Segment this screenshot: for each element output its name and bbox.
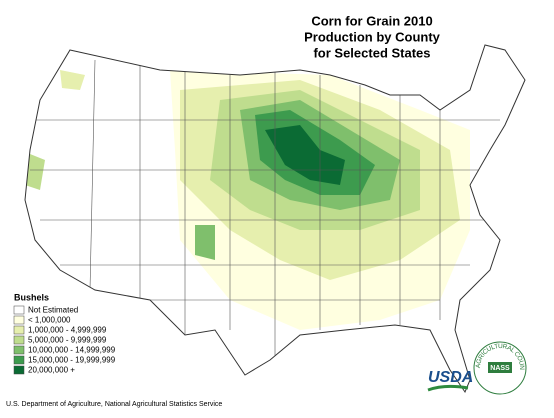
nass-badge — [488, 362, 512, 373]
usda-swoosh — [427, 384, 469, 392]
legend-swatch — [13, 325, 25, 335]
legend-label: 15,000,000 - 19,999,999 — [28, 356, 116, 365]
legend-label: Not Estimated — [28, 306, 78, 315]
border-lines — [30, 119, 500, 301]
legend-swatch — [13, 315, 25, 325]
legend-swatch — [13, 355, 25, 365]
legend-swatch — [13, 335, 25, 345]
legend-title: Bushels — [14, 292, 49, 302]
legend-swatch — [13, 345, 25, 355]
title-line: for Selected States — [313, 45, 430, 60]
legend-swatch — [13, 305, 25, 315]
legend-label: < 1,000,000 — [28, 316, 71, 325]
usda-text: USDA — [428, 369, 473, 386]
footer: U.S. Department of Agriculture, National… — [6, 401, 222, 408]
state-borders — [30, 59, 500, 360]
border-lines — [89, 59, 441, 360]
legend-label: 5,000,000 - 9,999,999 — [28, 336, 107, 345]
title-line: Corn for Grain 2010 — [311, 13, 432, 28]
legend-label: 20,000,000 + — [28, 366, 75, 375]
map-region — [60, 70, 85, 90]
legend: Bushels Not Estimated< 1,000,0001,000,00… — [13, 292, 116, 375]
title-line: Production by County — [304, 29, 441, 44]
usda-logo: USDA — [427, 369, 473, 392]
legend-label: 10,000,000 - 14,999,999 — [28, 346, 116, 355]
nass-text: NASS — [490, 365, 510, 372]
map-region — [195, 225, 215, 260]
legend-swatch — [13, 365, 25, 375]
legend-label: 1,000,000 - 4,999,999 — [28, 326, 107, 335]
